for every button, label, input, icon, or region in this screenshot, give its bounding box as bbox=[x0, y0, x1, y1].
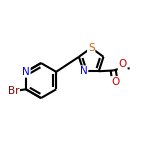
Text: Br: Br bbox=[8, 86, 19, 96]
Text: N: N bbox=[22, 67, 30, 77]
Text: N: N bbox=[80, 66, 88, 76]
Text: S: S bbox=[88, 43, 95, 53]
Text: O: O bbox=[119, 59, 127, 69]
Text: O: O bbox=[111, 77, 119, 87]
